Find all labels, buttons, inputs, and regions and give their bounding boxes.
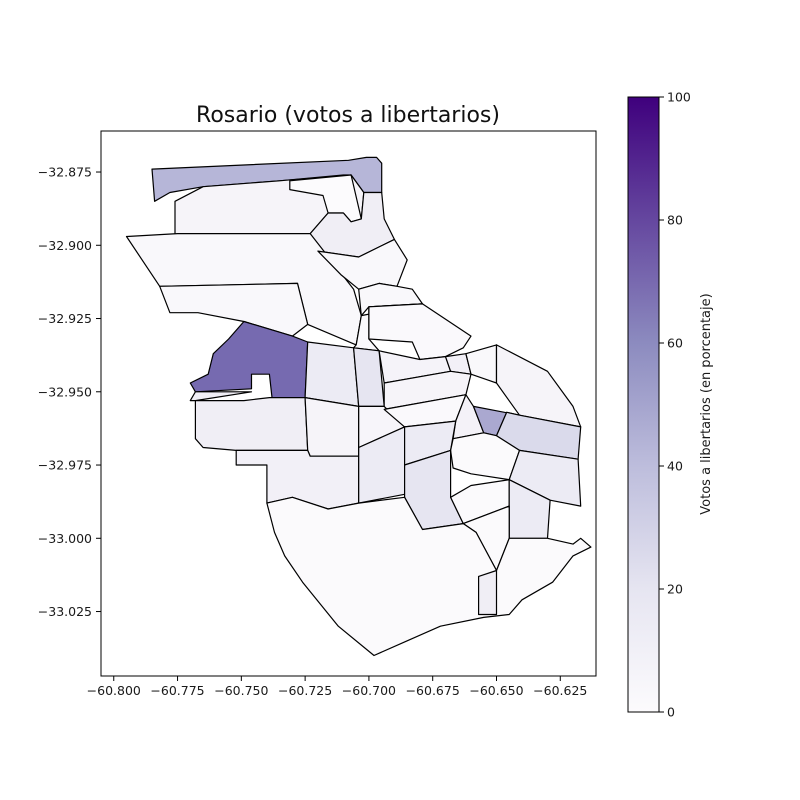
- y-tick-label: −32.950: [38, 384, 92, 399]
- x-tick-label: −60.650: [469, 683, 523, 698]
- colorbar-ticks: 0 20 40 60 80 100: [659, 90, 691, 720]
- y-tick-label: −32.925: [38, 311, 92, 326]
- region-este-3: [508, 449, 582, 507]
- region-norte-5: [358, 282, 424, 317]
- region-sur-grande: [266, 496, 592, 657]
- region-sur-2: [304, 397, 360, 457]
- region-sur-8: [478, 569, 498, 616]
- x-tick-label: −60.800: [87, 683, 141, 698]
- x-axis-ticks: −60.800 −60.775 −60.750 −60.725 −60.700 −60.6…: [87, 676, 587, 698]
- x-tick-label: −60.700: [342, 683, 396, 698]
- colorbar-tick-label: 20: [667, 582, 683, 597]
- colorbar-tick-label: 0: [667, 705, 675, 720]
- x-tick-label: −60.675: [406, 683, 460, 698]
- colorbar: [627, 96, 660, 713]
- y-tick-label: −33.000: [38, 531, 92, 546]
- map-title: Rosario (votos a libertarios): [196, 103, 500, 128]
- colorbar-tick-label: 100: [667, 90, 691, 105]
- colorbar-tick-label: 40: [667, 459, 683, 474]
- y-tick-label: −33.025: [38, 604, 92, 619]
- y-tick-label: −32.975: [38, 458, 92, 473]
- x-tick-label: −60.725: [278, 683, 332, 698]
- x-tick-label: −60.775: [150, 683, 204, 698]
- colorbar-tick-label: 60: [667, 336, 683, 351]
- y-tick-label: −32.900: [38, 238, 92, 253]
- regions-layer: [125, 156, 592, 657]
- region-sur-1: [189, 391, 309, 451]
- region-oeste-2: [304, 341, 360, 407]
- x-tick-label: −60.625: [533, 683, 587, 698]
- x-tick-label: −60.750: [214, 683, 268, 698]
- y-axis-ticks: −32.875 −32.900 −32.925 −32.950 −32.975 −33.0…: [38, 165, 101, 619]
- colorbar-label: Votos a libertarios (en porcentaje): [699, 293, 714, 514]
- colorbar-tick-label: 80: [667, 213, 683, 228]
- y-tick-label: −32.875: [38, 165, 92, 180]
- region-centro-7: [383, 370, 472, 410]
